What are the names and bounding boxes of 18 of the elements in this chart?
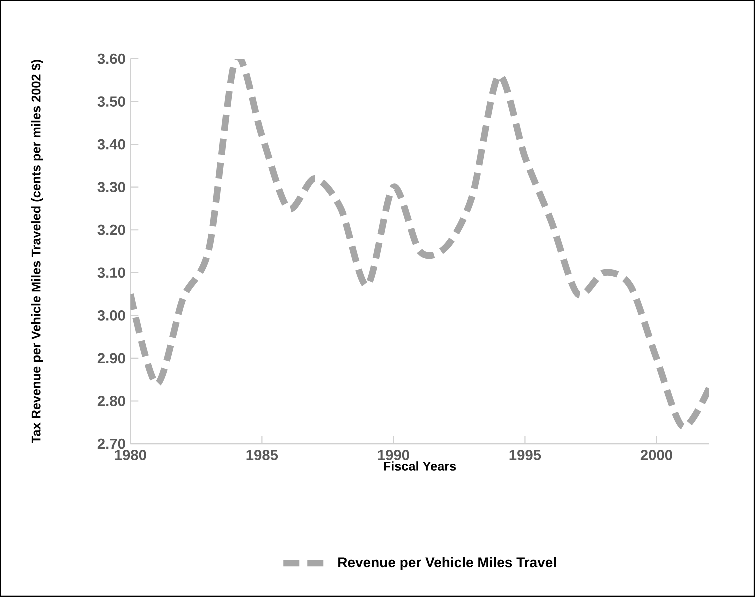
y-tick-label: 3.10 — [98, 268, 126, 278]
y-tick-label: 3.60 — [98, 54, 126, 64]
x-tick-label: 2000 — [640, 450, 672, 460]
y-tick-label: 2.90 — [98, 353, 126, 364]
y-tick-label: 3.00 — [98, 310, 126, 321]
x-axis-title: Fiscal Years — [384, 462, 456, 471]
y-tick-label: 3.40 — [98, 139, 126, 150]
x-tick-label: 1985 — [246, 450, 278, 460]
legend-label: Revenue per Vehicle Miles Travel — [338, 557, 556, 570]
y-tick-label: 3.20 — [98, 224, 126, 236]
y-axis-title: Tax Revenue per Vehicle Miles Traveled (cents per miles 2002 $) — [31, 60, 44, 444]
y-tick-label: 2.80 — [98, 396, 126, 406]
y-tick-label: 3.50 — [98, 96, 126, 107]
x-tick-label: 1980 — [115, 450, 146, 460]
y-tick-label: 3.30 — [98, 182, 126, 193]
x-tick-label: 1995 — [510, 450, 542, 460]
y-tick-label: 2.70 — [98, 438, 126, 450]
x-tick-label: 1990 — [378, 450, 410, 460]
